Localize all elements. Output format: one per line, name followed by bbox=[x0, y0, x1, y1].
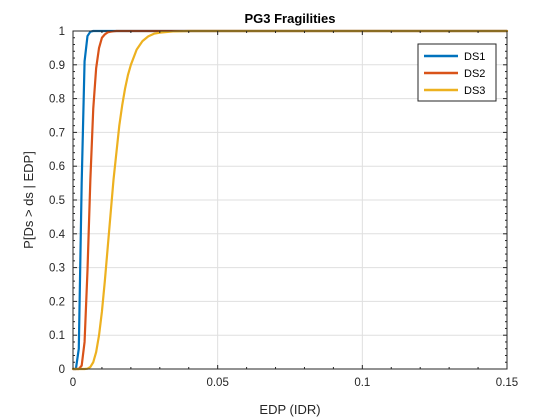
x-tick-label: 0.05 bbox=[206, 377, 228, 389]
chart-title: PG3 Fragilities bbox=[244, 11, 335, 26]
legend-label: DS2 bbox=[464, 68, 485, 80]
legend-label: DS1 bbox=[464, 51, 485, 63]
y-tick-label: 0.3 bbox=[49, 263, 65, 275]
y-tick-label: 0.1 bbox=[49, 330, 65, 342]
y-tick-label: 0.5 bbox=[49, 195, 65, 207]
y-tick-label: 0.2 bbox=[49, 296, 65, 308]
x-tick-label: 0.1 bbox=[354, 377, 370, 389]
y-axis-ticks: 0 0.1 0.2 0.3 0.4 0.5 0.6 0.7 0.8 0.9 1 bbox=[49, 26, 507, 376]
y-tick-label: 1 bbox=[59, 26, 65, 38]
y-axis-label: P[Ds > ds | EDP] bbox=[21, 151, 36, 249]
x-tick-label: 0 bbox=[70, 377, 76, 389]
legend-label: DS3 bbox=[464, 85, 485, 97]
y-tick-label: 0.4 bbox=[49, 229, 66, 241]
y-tick-label: 0 bbox=[59, 364, 65, 376]
x-axis-ticks: 0 0.05 0.1 0.15 bbox=[70, 31, 518, 389]
y-tick-label: 0.6 bbox=[49, 161, 65, 173]
legend: DS1 DS2 DS3 bbox=[417, 43, 497, 102]
x-tick-label: 0.15 bbox=[496, 377, 518, 389]
y-tick-label: 0.7 bbox=[49, 127, 65, 139]
y-tick-label: 0.9 bbox=[49, 60, 65, 72]
y-tick-label: 0.8 bbox=[49, 94, 65, 106]
x-axis-label: EDP (IDR) bbox=[259, 402, 320, 417]
